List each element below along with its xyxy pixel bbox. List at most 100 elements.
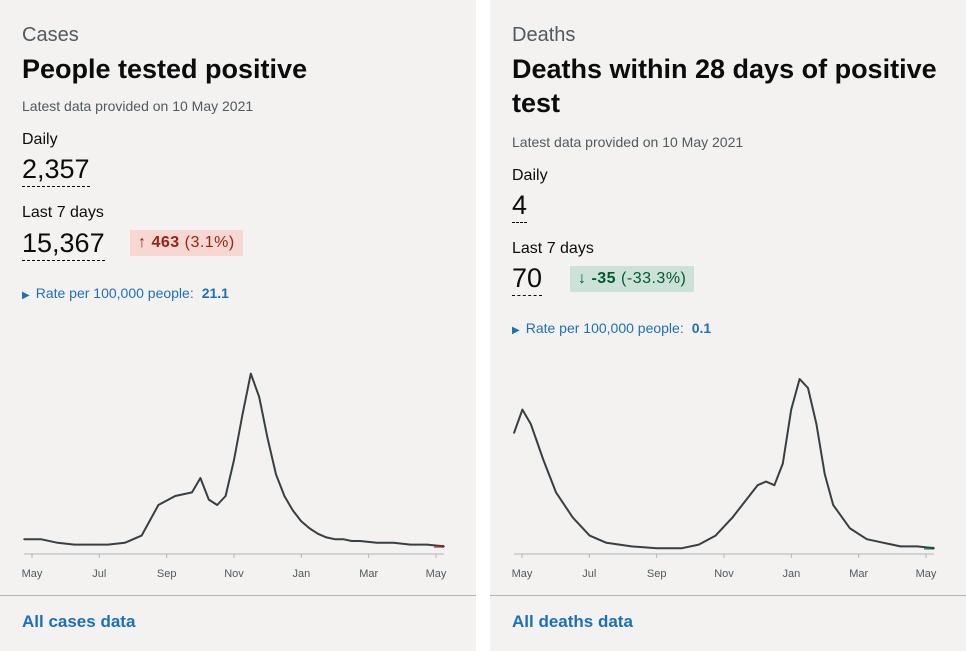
data-point: [698, 543, 700, 546]
data-point: [899, 545, 902, 548]
x-tick-label: Jul: [582, 568, 596, 580]
data-point: [107, 543, 109, 546]
data-point: [630, 545, 633, 548]
divider: [0, 595, 476, 596]
rate-value: 21.1: [201, 285, 229, 301]
latest-data-text: Latest data provided on 10 May 2021: [22, 98, 254, 114]
data-point: [258, 396, 261, 398]
x-tick-label: Mar: [359, 568, 378, 580]
card-caption: Deaths: [512, 24, 576, 46]
data-point: [23, 538, 25, 540]
data-point: [376, 542, 378, 544]
rate-label: Rate per 100,000 people:: [525, 320, 684, 336]
latest-data-text: Latest data provided on 10 May 2021: [512, 134, 744, 150]
data-point: [174, 495, 176, 497]
change-percent: (-33.3%): [621, 270, 687, 287]
data-point: [199, 477, 202, 479]
deaths-chart[interactable]: May Jul Sep Nov Jan Mar May: [490, 355, 966, 590]
all-deaths-link[interactable]: All deaths data: [512, 612, 633, 631]
data-point: [216, 504, 218, 506]
data-point: [308, 527, 311, 530]
data-point: [208, 498, 210, 501]
data-point: [605, 542, 608, 544]
all-cases-link[interactable]: All cases data: [22, 612, 136, 631]
data-point: [807, 387, 809, 389]
series-line: [513, 378, 935, 550]
series-line: [24, 372, 445, 548]
data-point: [73, 543, 76, 546]
data-point: [317, 533, 319, 535]
x-tick-label: Sep: [647, 568, 667, 580]
rate-toggle[interactable]: ▶ Rate per 100,000 people: 21.1: [22, 285, 229, 301]
data-point: [426, 543, 429, 546]
data-point: [572, 516, 574, 519]
data-point: [409, 543, 412, 546]
data-point: [916, 545, 918, 548]
data-point: [756, 484, 759, 486]
data-point: [140, 534, 143, 537]
cases-chart[interactable]: May Jul Sep Nov Jan Mar May: [0, 355, 476, 590]
data-point: [773, 484, 776, 486]
rate-value: 0.1: [691, 320, 712, 336]
data-point: [798, 378, 801, 380]
x-tick-label: Jan: [782, 568, 800, 580]
data-point: [292, 509, 294, 512]
x-tick-label: Mar: [849, 568, 868, 580]
data-point: [748, 495, 750, 497]
change-value: -35: [591, 270, 617, 287]
last-7-days-value[interactable]: 70: [512, 263, 543, 296]
data-point: [359, 540, 361, 542]
last-7-days-label: Last 7 days: [22, 204, 104, 221]
x-tick-label: Nov: [714, 568, 734, 580]
data-point: [731, 516, 734, 519]
data-point: [765, 480, 767, 483]
x-tick-label: Jan: [292, 568, 310, 580]
data-point: [56, 542, 59, 544]
card-heading: People tested positive: [22, 54, 308, 84]
data-point: [866, 538, 868, 540]
change-value: 463: [151, 234, 180, 251]
x-tick-label: May: [512, 568, 533, 580]
data-point: [90, 543, 92, 546]
x-tick-label: Sep: [157, 568, 177, 580]
daily-label: Daily: [512, 167, 548, 184]
last-7-days-label: Last 7 days: [512, 240, 594, 257]
data-point: [157, 504, 160, 506]
x-tick-label: Nov: [224, 568, 244, 580]
data-point: [832, 504, 834, 506]
data-point: [588, 534, 591, 537]
rate-toggle[interactable]: ▶ Rate per 100,000 people: 0.1: [512, 320, 711, 336]
change-badge: ↓ -35 (-33.3%): [570, 266, 695, 292]
data-point: [283, 495, 286, 497]
data-point: [325, 536, 328, 539]
data-point: [714, 534, 717, 537]
rate-label: Rate per 100,000 people:: [35, 285, 194, 301]
data-point: [224, 495, 227, 497]
change-percent: (3.1%): [184, 234, 235, 251]
data-point: [241, 414, 244, 416]
card-caption: Cases: [22, 24, 79, 46]
data-point: [513, 432, 515, 434]
x-tick-label: May: [916, 568, 937, 580]
data-point: [521, 408, 524, 411]
data-point: [530, 423, 532, 425]
last-7-days-value[interactable]: 15,367: [22, 228, 105, 261]
data-point: [542, 459, 545, 461]
x-tick-label: May: [22, 568, 43, 580]
data-point: [342, 538, 345, 540]
data-point: [40, 538, 42, 540]
data-point: [656, 547, 658, 549]
daily-value[interactable]: 4: [512, 190, 528, 223]
deaths-card: Deaths Deaths within 28 days of positive…: [490, 0, 966, 651]
data-point: [124, 542, 126, 544]
data-point: [350, 540, 353, 542]
change-badge: ↑ 463 (3.1%): [130, 230, 243, 256]
daily-value[interactable]: 2,357: [22, 154, 90, 187]
data-point: [555, 491, 557, 494]
data-point: [681, 547, 683, 549]
data-point: [815, 423, 818, 425]
data-point: [782, 462, 784, 465]
data-point: [790, 408, 792, 411]
data-point: [275, 473, 277, 476]
triangle-right-icon: ▶: [22, 290, 30, 301]
